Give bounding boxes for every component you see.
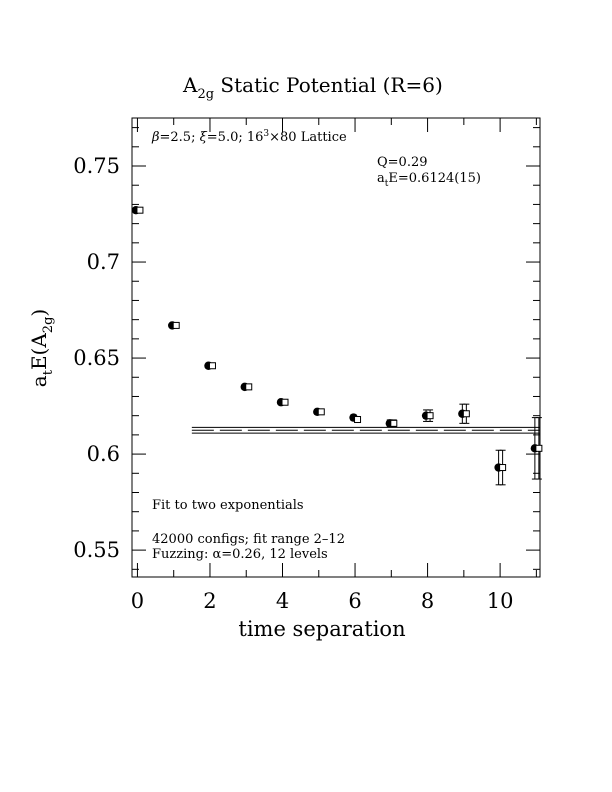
x-axis-label: time separation (238, 617, 405, 641)
x-tick-label: 10 (487, 589, 514, 613)
x-tick-label: 8 (421, 589, 434, 613)
fit-band (191, 426, 540, 434)
data-point-square (535, 444, 543, 452)
y-tick-label: 0.65 (73, 346, 120, 370)
fuzzing-note: Fuzzing: α=0.26, 12 levels (152, 547, 328, 562)
data-points (131, 205, 543, 486)
configs-note: 42000 configs; fit range 2–12 (152, 532, 345, 547)
fit-note: Fit to two exponentials (152, 498, 304, 513)
y-tick-label: 0.6 (87, 442, 120, 466)
data-point-square (462, 410, 470, 418)
y-axis-label: atE(A2g) (27, 309, 56, 387)
data-point-square (136, 206, 144, 214)
data-point-square (390, 419, 398, 427)
x-tick-label: 6 (348, 589, 361, 613)
y-tick-label: 0.7 (87, 250, 120, 274)
data-point-square (499, 464, 507, 472)
x-tick-label: 2 (203, 589, 216, 613)
energy-value: atE=0.6124(15) (377, 171, 481, 189)
data-point-square (281, 398, 289, 406)
y-tick-label: 0.75 (73, 154, 120, 178)
y-tick-label: 0.55 (73, 538, 120, 562)
chart-title: A2g Static Potential (R=6) (182, 73, 443, 102)
x-tick-label: 0 (131, 589, 144, 613)
plot-frame (131, 117, 541, 578)
data-point-square (172, 321, 180, 329)
axis-ticks (132, 118, 540, 577)
x-tick-label: 4 (276, 589, 289, 613)
q-value: Q=0.29 (377, 155, 428, 170)
data-point-square (208, 362, 216, 370)
data-point-square (354, 416, 362, 424)
data-point-square (245, 383, 253, 391)
y-tick-labels: 0.55 0.6 0.65 0.7 0.75 (73, 154, 120, 562)
svg-text:atE(A2g): atE(A2g) (27, 309, 56, 387)
data-point-square (426, 412, 434, 420)
data-point-square (317, 408, 325, 416)
x-tick-labels: 0 2 4 6 8 10 (131, 589, 514, 613)
lattice-annotation: β=2.5; ξ=5.0; 163×80 Lattice (151, 129, 347, 145)
